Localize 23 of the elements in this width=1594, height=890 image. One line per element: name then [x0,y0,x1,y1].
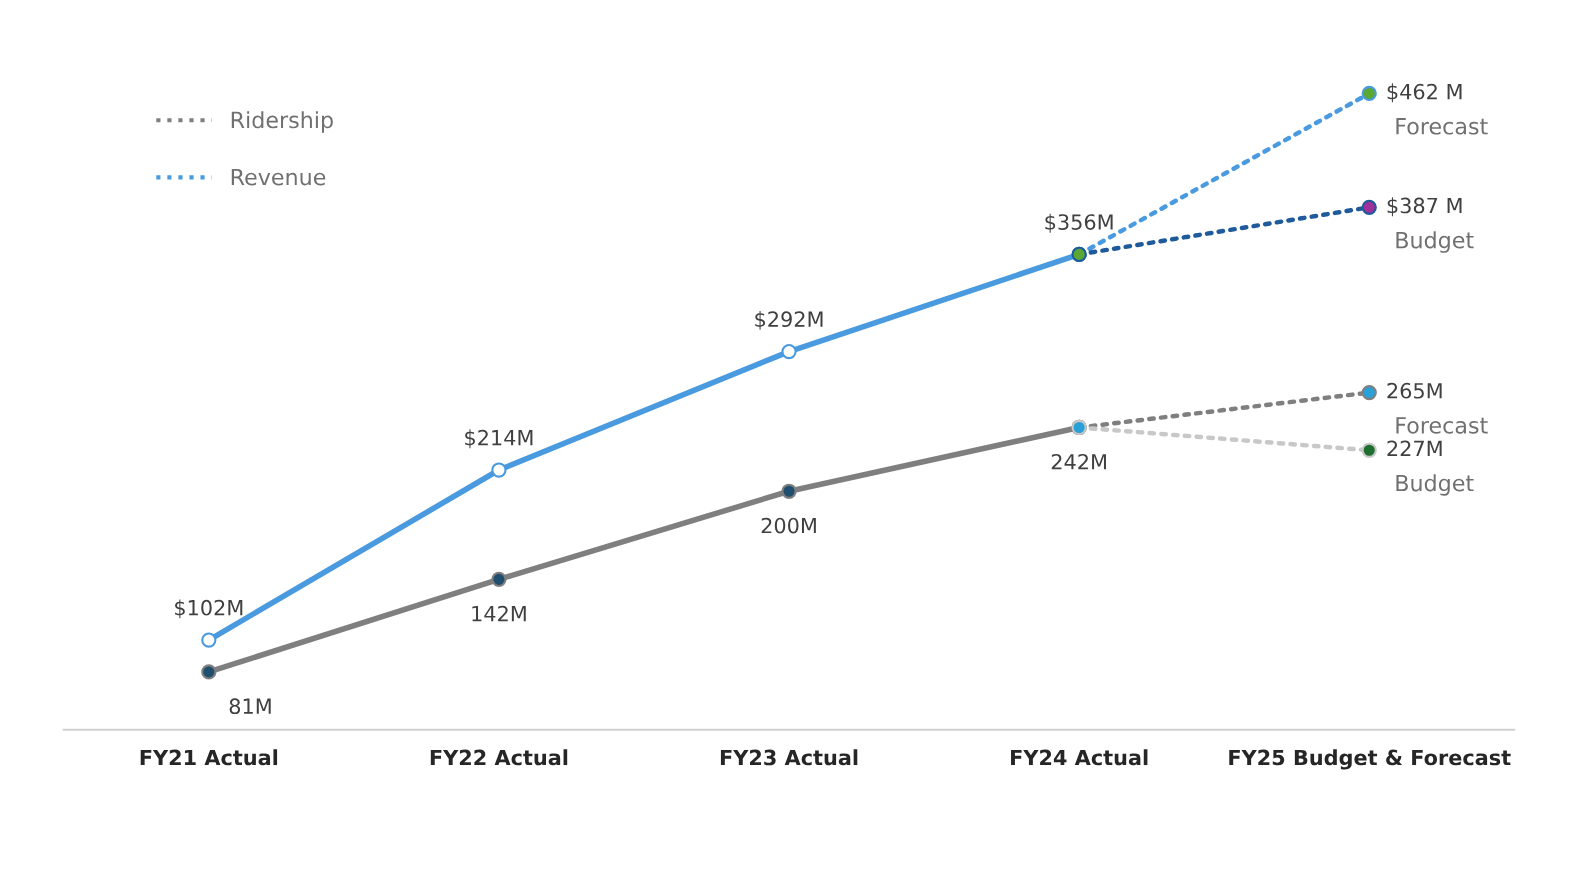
x-tick-label: FY23 Actual [720,749,858,766]
x-tick-label: FY21 Actual [140,749,278,766]
data-label: $214M [465,429,533,449]
annotation: Forecast [1396,417,1488,434]
data-label: $462 M [1387,83,1462,103]
data-label: 227M [1387,440,1442,457]
legend-label: Revenue [231,168,326,186]
data-label: $102M [175,599,243,619]
data-label: $387 M [1387,197,1462,217]
annotation: Forecast [1396,118,1488,135]
legend-label: Ridership [231,111,333,133]
x-tick-label: FY22 Actual [430,749,568,766]
annotation: Budget [1396,231,1474,253]
annotation: Budget [1396,474,1474,496]
x-tick-label: FY25 Budget & Forecast [1229,749,1511,770]
data-label: 142M [472,605,526,622]
data-label: $356M [1045,213,1113,233]
data-label: $292M [755,310,823,330]
x-tick-label: FY24 Actual [1011,749,1148,766]
data-label: 81M [229,698,271,715]
data-label: 242M [1051,453,1106,470]
data-label: 200M [761,517,816,534]
data-label: 265M [1387,382,1442,399]
